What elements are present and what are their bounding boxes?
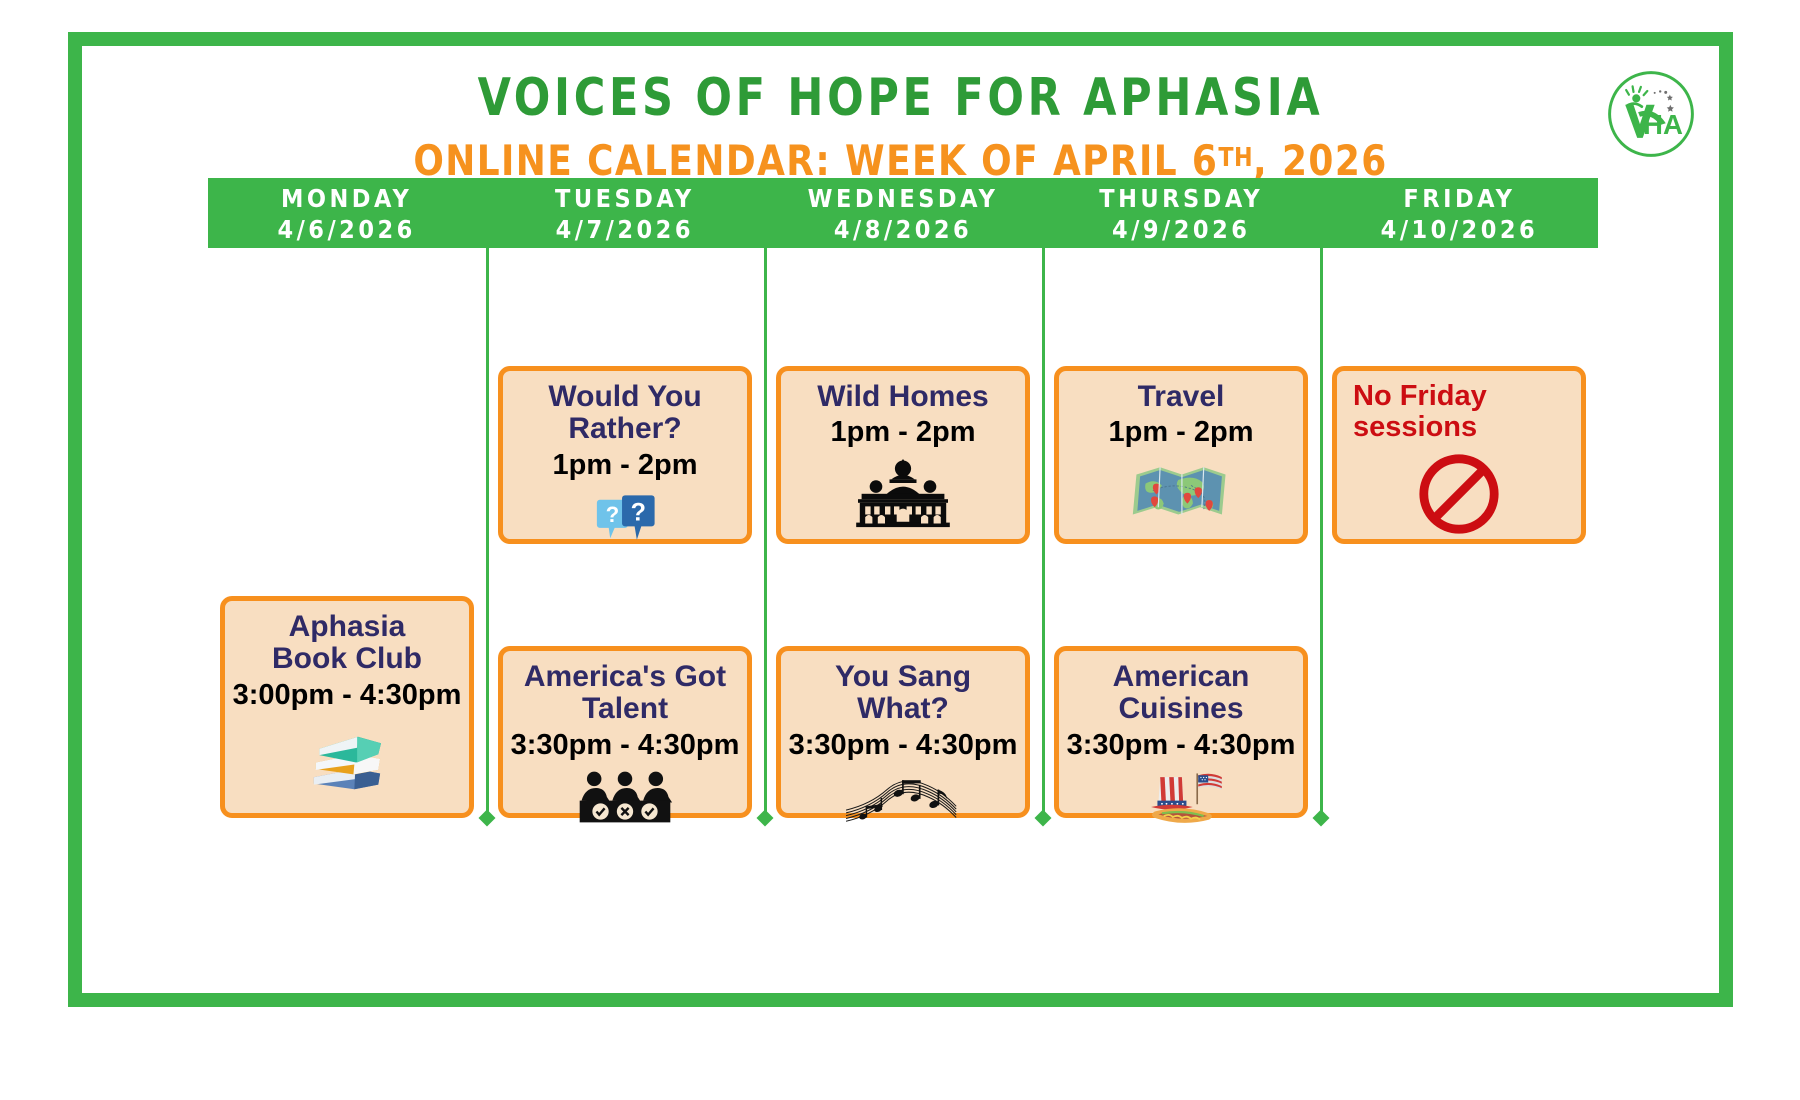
svg-text:?: ? [631, 499, 646, 527]
day-name: THURSDAY [1099, 184, 1264, 213]
column-divider [1312, 248, 1330, 827]
page-subtitle: ONLINE CALENDAR: WEEK OF APRIL 6TH, 2026 [123, 136, 1678, 185]
event-time: 1pm - 2pm [1108, 416, 1254, 449]
talent-judges-panel-icon [509, 768, 741, 826]
day-header-wednesday: WEDNESDAY 4/8/2026 [764, 178, 1043, 248]
uncle-sam-hat-hotdog-icon [1065, 768, 1297, 826]
calendar-grid: MONDAY 4/6/2026 TUESDAY 4/7/2026 WEDNESD… [208, 178, 1598, 858]
day-date: 4/6/2026 [277, 214, 416, 244]
event-time: 3:00pm - 4:30pm [232, 678, 462, 711]
day-name: WEDNESDAY [807, 184, 999, 213]
subtitle-suffix: , 2026 [1253, 136, 1388, 185]
event-time: 3:30pm - 4:30pm [510, 728, 740, 761]
event-title: American Cuisines [1112, 660, 1250, 726]
column-wednesday: Wild Homes 1pm - 2pm [764, 248, 1042, 858]
event-card-aphasia-book-club[interactable]: Aphasia Book Club 3:00pm - 4:30pm [220, 596, 474, 818]
prohibition-sign-icon [1343, 446, 1575, 542]
event-title: Wild Homes [817, 380, 989, 413]
event-title: Would You Rather? [548, 380, 702, 446]
column-friday: No Friday sessions [1320, 248, 1598, 858]
event-card-american-cuisines[interactable]: American Cuisines 3:30pm - 4:30pm [1054, 646, 1308, 824]
column-tuesday: Would You Rather? 1pm - 2pm ? ? [486, 248, 764, 858]
subtitle-ordinal: TH [1218, 143, 1254, 173]
folded-world-map-icon [1065, 456, 1297, 524]
event-card-americas-got-talent[interactable]: America's Got Talent 3:30pm - 4:30pm [498, 646, 752, 823]
day-header-friday: FRIDAY 4/10/2026 [1321, 178, 1598, 248]
column-monday: Aphasia Book Club 3:00pm - 4:30pm [208, 248, 486, 858]
day-date: 4/8/2026 [833, 214, 973, 244]
page-title: VOICES OF HOPE FOR APHASIA [477, 68, 1324, 128]
column-divider [478, 248, 496, 827]
day-date: 4/7/2026 [555, 214, 694, 244]
day-name: MONDAY [280, 184, 413, 213]
vha-logo: HA [1605, 68, 1697, 160]
event-title: Travel [1137, 380, 1225, 413]
day-header-row: MONDAY 4/6/2026 TUESDAY 4/7/2026 WEDNESD… [208, 178, 1598, 248]
event-time: 3:30pm - 4:30pm [1066, 728, 1296, 761]
day-header-thursday: THURSDAY 4/9/2026 [1043, 178, 1321, 248]
event-time: 1pm - 2pm [552, 448, 698, 481]
svg-text:HA: HA [1643, 109, 1683, 140]
vha-logo-icon: HA [1608, 71, 1694, 157]
event-card-would-you-rather[interactable]: Would You Rather? 1pm - 2pm ? ? [498, 366, 752, 544]
event-card-travel[interactable]: Travel 1pm - 2pm [1054, 366, 1308, 544]
event-card-you-sang-what[interactable]: You Sang What? 3:30pm - 4:30pm [776, 646, 1030, 822]
question-speech-bubbles-icon: ? ? [509, 488, 741, 550]
column-thursday: Travel 1pm - 2pm [1042, 248, 1320, 858]
day-header-monday: MONDAY 4/6/2026 [208, 178, 487, 248]
event-columns: Aphasia Book Club 3:00pm - 4:30pm [208, 248, 1598, 858]
column-divider [756, 248, 774, 827]
title-block: VOICES OF HOPE FOR APHASIA ONLINE CALEND… [82, 68, 1719, 185]
event-card-no-friday-sessions[interactable]: No Friday sessions [1332, 366, 1586, 544]
subtitle-prefix: ONLINE CALENDAR: WEEK OF APRIL 6 [413, 136, 1219, 185]
day-date: 4/10/2026 [1380, 214, 1539, 244]
event-title: Aphasia Book Club [272, 610, 422, 676]
music-notes-staff-icon [787, 768, 1019, 826]
svg-text:?: ? [606, 502, 620, 527]
event-time: 1pm - 2pm [830, 416, 976, 449]
day-name: TUESDAY [554, 184, 695, 213]
event-title: No Friday sessions [1353, 380, 1487, 444]
event-title: You Sang What? [834, 660, 972, 726]
day-date: 4/9/2026 [1112, 214, 1251, 244]
event-time: 3:30pm - 4:30pm [788, 728, 1018, 761]
ornate-palace-building-icon [787, 456, 1019, 528]
stack-of-books-icon [231, 718, 463, 796]
column-divider [1034, 248, 1052, 827]
event-card-wild-homes[interactable]: Wild Homes 1pm - 2pm [776, 366, 1030, 544]
day-name: FRIDAY [1403, 184, 1516, 213]
day-header-tuesday: TUESDAY 4/7/2026 [486, 178, 765, 248]
event-title: America's Got Talent [523, 660, 727, 726]
calendar-poster: VOICES OF HOPE FOR APHASIA ONLINE CALEND… [68, 32, 1733, 1007]
